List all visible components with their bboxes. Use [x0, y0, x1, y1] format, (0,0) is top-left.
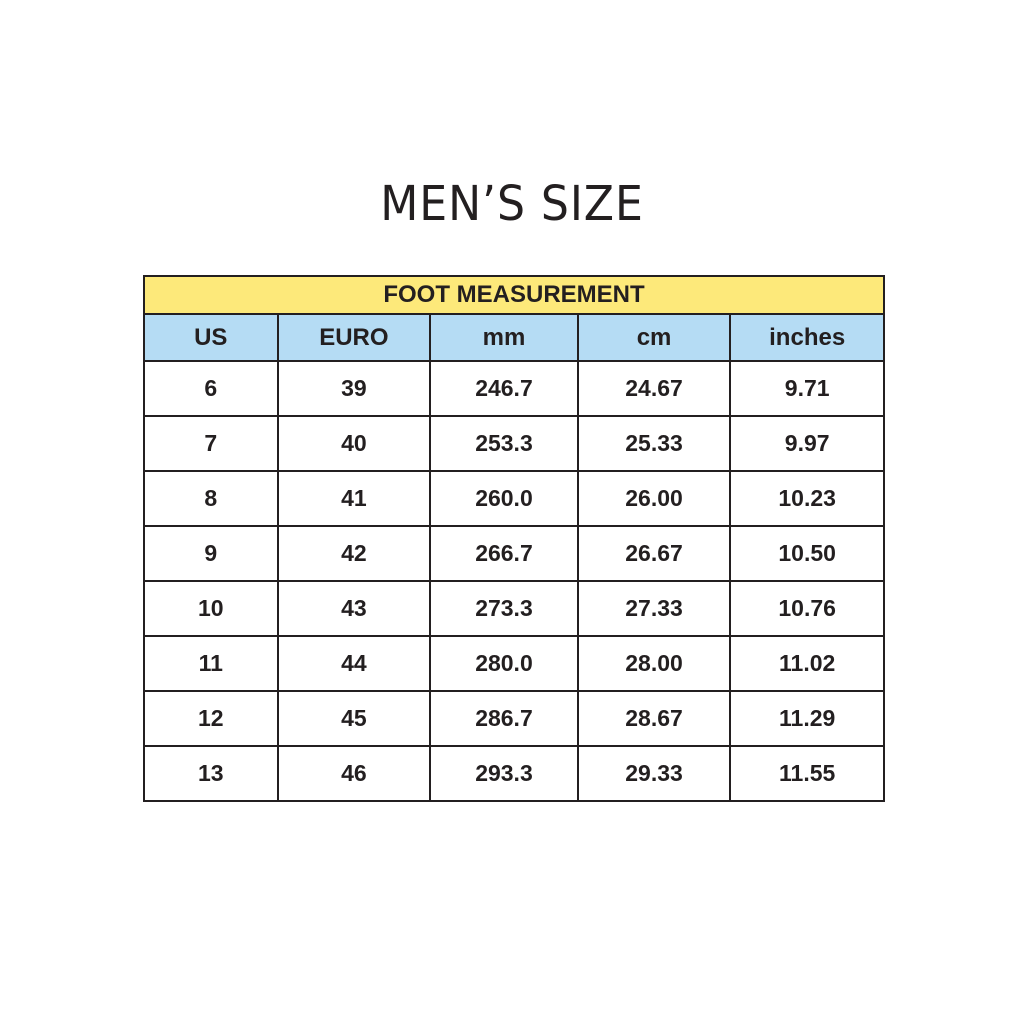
column-header: inches — [729, 313, 885, 362]
table-row: 11 44 280.0 28.00 11.02 — [143, 635, 885, 692]
table-cell: 28.00 — [576, 635, 732, 692]
table-row: 9 42 266.7 26.67 10.50 — [143, 525, 885, 582]
column-header: US — [143, 313, 279, 362]
page-title: MEN’S SIZE — [380, 176, 644, 232]
table-cell: 26.67 — [576, 525, 732, 582]
column-header: EURO — [276, 313, 432, 362]
table-cell: 6 — [143, 360, 279, 417]
table-cell: 13 — [143, 745, 279, 802]
table-cell: 10.50 — [729, 525, 885, 582]
table-cell: 10.76 — [729, 580, 885, 637]
table-cell: 10 — [143, 580, 279, 637]
table-cell: 24.67 — [576, 360, 732, 417]
table-cell: 11 — [143, 635, 279, 692]
table-cell: 25.33 — [576, 415, 732, 472]
size-chart-table: FOOT MEASUREMENT US EURO mm cm inches 6 39 246… — [143, 275, 885, 802]
table-cell: 45 — [276, 690, 432, 747]
table-cell: 11.02 — [729, 635, 885, 692]
table-cell: 293.3 — [429, 745, 579, 802]
table-cell: 7 — [143, 415, 279, 472]
table-cell: 286.7 — [429, 690, 579, 747]
table-cell: 44 — [276, 635, 432, 692]
column-header: cm — [576, 313, 732, 362]
table-cell: 246.7 — [429, 360, 579, 417]
table-cell: 11.29 — [729, 690, 885, 747]
table-cell: 43 — [276, 580, 432, 637]
table-cell: 27.33 — [576, 580, 732, 637]
table-cell: 266.7 — [429, 525, 579, 582]
table-cell: 28.67 — [576, 690, 732, 747]
column-header: mm — [429, 313, 579, 362]
table-cell: 41 — [276, 470, 432, 527]
table-cell: 253.3 — [429, 415, 579, 472]
table-cell: 11.55 — [729, 745, 885, 802]
table-cell: 29.33 — [576, 745, 732, 802]
table-cell: 273.3 — [429, 580, 579, 637]
group-header: FOOT MEASUREMENT — [143, 275, 885, 315]
table-cell: 9.71 — [729, 360, 885, 417]
table-cell: 260.0 — [429, 470, 579, 527]
table-cell: 39 — [276, 360, 432, 417]
table-cell: 26.00 — [576, 470, 732, 527]
table-cell: 40 — [276, 415, 432, 472]
table-row: 7 40 253.3 25.33 9.97 — [143, 415, 885, 472]
table-row: 12 45 286.7 28.67 11.29 — [143, 690, 885, 747]
table-row: 8 41 260.0 26.00 10.23 — [143, 470, 885, 527]
table-cell: 46 — [276, 745, 432, 802]
table-row: 13 46 293.3 29.33 11.55 — [143, 745, 885, 802]
table-row: 6 39 246.7 24.67 9.71 — [143, 360, 885, 417]
table-cell: 12 — [143, 690, 279, 747]
table-cell: 280.0 — [429, 635, 579, 692]
table-cell: 9.97 — [729, 415, 885, 472]
table-cell: 42 — [276, 525, 432, 582]
table-cell: 10.23 — [729, 470, 885, 527]
table-cell: 8 — [143, 470, 279, 527]
table-row: 10 43 273.3 27.33 10.76 — [143, 580, 885, 637]
table-cell: 9 — [143, 525, 279, 582]
